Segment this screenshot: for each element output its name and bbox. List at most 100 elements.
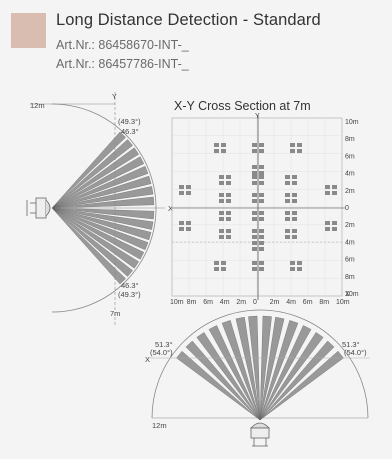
top-x-label: X — [145, 355, 150, 364]
cs-bottom-tick-label: 8m — [319, 299, 329, 306]
cross-section-zones — [179, 143, 337, 271]
cs-right-tick-label: 6m — [345, 153, 355, 160]
side-radius-label: 12m — [30, 101, 45, 110]
cs-zone — [252, 175, 264, 185]
side-beam — [51, 207, 155, 220]
side-beam — [51, 147, 139, 209]
top-sensor-icon — [250, 422, 270, 447]
article-number-2: Art.Nr.: 86457786-INT-_ — [56, 57, 189, 71]
side-bottom-label: 7m — [110, 309, 120, 318]
side-view-beams — [51, 131, 155, 285]
side-beam — [51, 207, 133, 277]
side-beam — [51, 196, 155, 209]
top-beam — [259, 340, 335, 421]
side-beam — [51, 207, 126, 285]
side-x-label: X — [168, 204, 173, 213]
cs-right-tick-label: 4m — [345, 239, 355, 246]
cross-section-bottom-ticks: 10m 8m 6m 4m 2m 0 2m 4m 6m 8m 10m — [170, 299, 350, 306]
cs-right-tick-label: 2m — [345, 222, 355, 229]
color-swatch — [11, 13, 46, 48]
top-left-angle-inner: 51.3° — [155, 340, 173, 349]
cs-zone — [252, 229, 264, 239]
cross-section-grid — [171, 117, 343, 297]
cs-zone — [214, 261, 226, 271]
top-view-arc — [151, 309, 369, 419]
cs-right-tick-label: 2m — [345, 188, 355, 195]
top-beam — [259, 316, 285, 421]
side-beam — [51, 207, 152, 241]
cs-zone — [285, 193, 297, 203]
cs-bottom-tick-label: 4m — [220, 299, 230, 306]
cs-right-tick-label: 0 — [345, 205, 349, 212]
top-beam — [259, 320, 299, 421]
cs-zone — [252, 193, 264, 203]
cs-right-tick-label: 6m — [345, 257, 355, 264]
top-beam — [208, 325, 261, 421]
cs-zone — [325, 185, 337, 195]
side-y-label: Y — [112, 94, 117, 101]
side-top-angle-inner: 46.3° — [121, 127, 139, 136]
side-beam — [51, 186, 154, 209]
side-bottom-angle-outer: (49.3°) — [118, 290, 141, 299]
cs-bottom-tick-label: 6m — [203, 299, 213, 306]
cs-zone — [252, 165, 264, 175]
cs-right-tick-label: 4m — [345, 171, 355, 178]
top-radius-label: 12m — [152, 421, 167, 430]
cs-bottom-tick-label: 2m — [236, 299, 246, 306]
top-beam — [176, 350, 261, 421]
cs-zone — [214, 143, 226, 153]
cs-zone — [285, 229, 297, 239]
product-title: Long Distance Detection - Standard — [56, 11, 321, 29]
top-beam — [259, 332, 324, 421]
cs-zone — [325, 221, 337, 231]
top-beam — [259, 350, 344, 421]
side-top-angle-outer: (49.3°) — [118, 117, 141, 126]
cs-zone — [179, 221, 191, 231]
top-right-angle-inner: 51.3° — [342, 340, 360, 349]
cs-bottom-tick-label: 2m — [270, 299, 280, 306]
side-sensor-icon — [26, 197, 51, 219]
cs-bottom-tick-label: 10m — [336, 299, 350, 306]
cs-zone — [252, 211, 264, 221]
side-beam — [51, 165, 149, 209]
side-beam — [51, 207, 154, 230]
top-beam — [235, 316, 261, 421]
cs-right-tick-label: 10m — [345, 119, 359, 126]
side-beam — [51, 156, 145, 209]
cs-zone — [179, 185, 191, 195]
cs-y-label: Y — [255, 113, 260, 120]
cross-section-right-ticks: 10m 8m 6m 4m 2m 0 2m 4m 6m 8m 10m — [345, 119, 359, 298]
top-beam — [185, 340, 261, 421]
cs-zone — [285, 175, 297, 185]
cs-bottom-tick-label: 10m — [170, 299, 184, 306]
side-beam — [51, 207, 145, 260]
cs-zone — [219, 211, 231, 221]
side-beam — [51, 207, 149, 251]
top-right-angle-outer: (54.0°) — [344, 348, 367, 357]
article-number-1: Art.Nr.: 86458670-INT-_ — [56, 38, 189, 52]
side-beam — [51, 207, 139, 269]
cs-right-tick-label: 10m — [345, 291, 359, 298]
side-bottom-angle-inner: 46.3° — [121, 281, 139, 290]
cross-section-title: X-Y Cross Section at 7m — [174, 99, 311, 113]
side-beam — [51, 175, 152, 209]
cs-x-label: X — [345, 291, 350, 298]
cs-zone — [290, 261, 302, 271]
top-left-angle-outer: (54.0°) — [150, 348, 173, 357]
cs-zone — [285, 211, 297, 221]
cs-zone — [252, 261, 264, 271]
top-beam — [221, 320, 261, 421]
side-beam — [51, 131, 126, 209]
cs-zone — [219, 193, 231, 203]
top-view-beams — [176, 315, 344, 421]
cs-zone — [252, 241, 264, 251]
cs-zone — [252, 143, 264, 153]
cs-zone — [219, 175, 231, 185]
cs-right-tick-label: 8m — [345, 136, 355, 143]
cs-zone — [290, 143, 302, 153]
top-beam — [259, 325, 312, 421]
cs-right-tick-label: 8m — [345, 274, 355, 281]
cs-bottom-tick-label: 6m — [303, 299, 313, 306]
